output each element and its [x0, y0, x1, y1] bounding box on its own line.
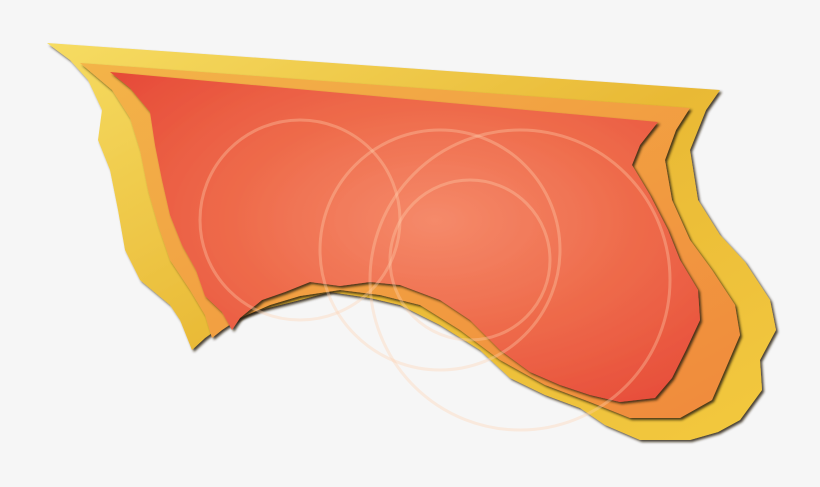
swirl-highlights	[198, 118, 672, 432]
front-red-layer	[110, 72, 700, 402]
